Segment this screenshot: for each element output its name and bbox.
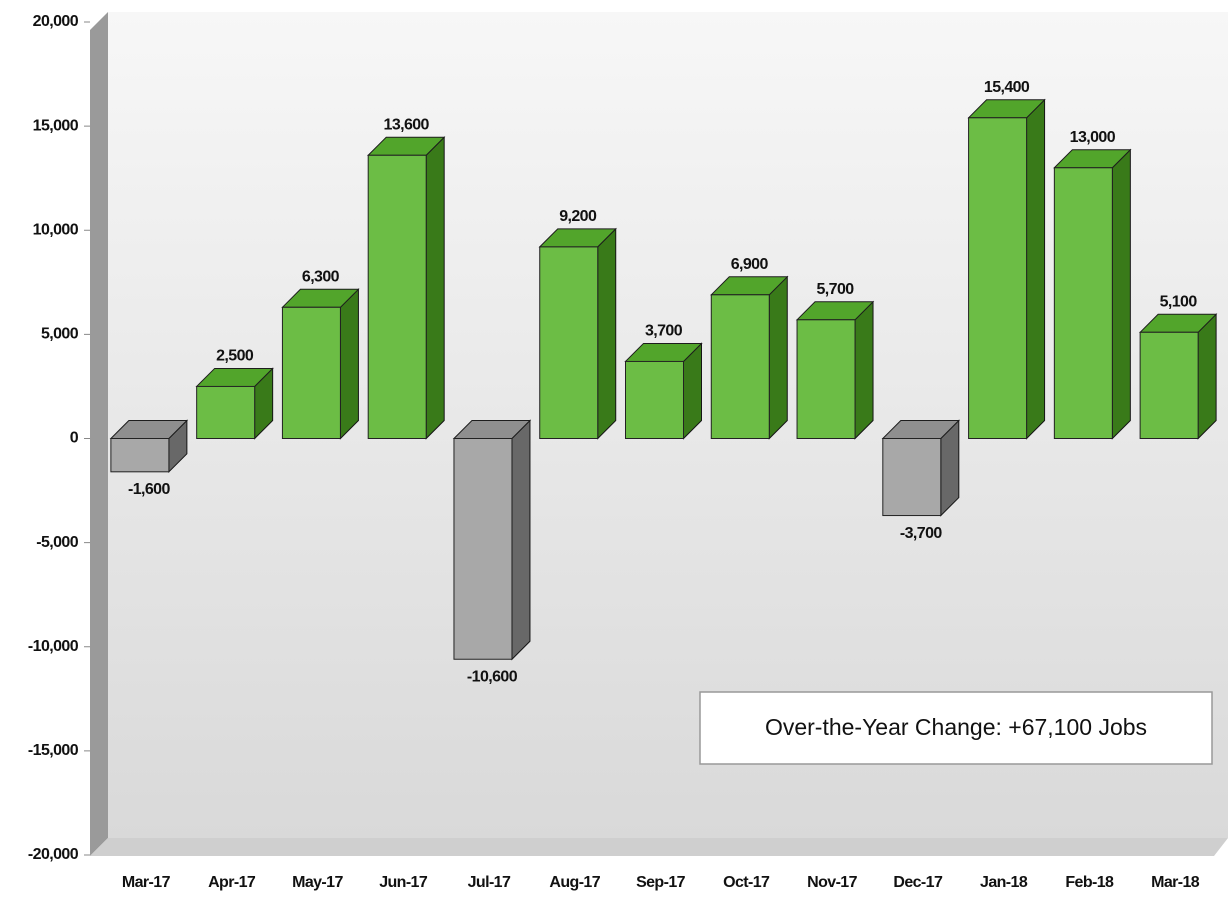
x-tick-label: May-17 (292, 874, 343, 891)
value-label: -1,600 (128, 481, 170, 498)
value-label: 9,200 (559, 208, 597, 225)
bar (110, 438, 170, 473)
value-label: 2,500 (216, 348, 254, 365)
value-label: 5,700 (817, 281, 855, 298)
bar-side (339, 288, 359, 440)
value-label: 5,100 (1160, 294, 1198, 311)
bar-side (1111, 148, 1131, 440)
bar-side (1026, 98, 1046, 440)
bar-side (768, 275, 788, 440)
value-label: 6,300 (302, 269, 340, 286)
x-tick-label: Jun-17 (379, 874, 428, 891)
bar-side (511, 419, 531, 661)
value-label: 15,400 (984, 79, 1030, 96)
x-tick-label: Jan-18 (980, 874, 1028, 891)
y-tick-label: 0 (70, 430, 79, 447)
side-wall (90, 12, 108, 856)
x-tick-label: Dec-17 (893, 874, 943, 891)
x-tick-label: Feb-18 (1065, 874, 1114, 891)
x-tick-label: Aug-17 (549, 874, 600, 891)
x-tick-label: Mar-17 (122, 874, 171, 891)
value-label: -10,600 (467, 668, 518, 685)
bar-side (425, 136, 445, 440)
value-label: 6,900 (731, 256, 769, 273)
y-tick-label: 15,000 (33, 117, 79, 134)
x-tick-label: Nov-17 (807, 874, 857, 891)
y-tick-label: -5,000 (36, 534, 78, 551)
bar (281, 306, 341, 439)
plot-area: -20,000 -15,000 -10,000 -5,000 0 5,000 10,000 1… (28, 13, 1218, 891)
bar (1053, 167, 1113, 439)
x-tick-label: Jul-17 (468, 874, 511, 891)
bar (796, 319, 856, 439)
x-tick-label: Oct-17 (723, 874, 770, 891)
floor (90, 838, 1228, 856)
bar-side (1197, 313, 1217, 440)
bar-side (597, 227, 617, 440)
y-tick-label: -20,000 (28, 846, 79, 863)
bar (625, 360, 684, 440)
value-label: -3,700 (900, 525, 942, 542)
bar (453, 438, 513, 660)
y-tick-label: -10,000 (28, 638, 79, 655)
x-tick-label: Mar-18 (1151, 874, 1200, 891)
y-tick-label: -15,000 (28, 742, 79, 759)
bar-side (854, 300, 874, 440)
value-label: 3,700 (645, 323, 683, 340)
y-tick-label: 20,000 (33, 13, 79, 30)
annotation: Over-the-Year Change: +67,100 Jobs (765, 714, 1147, 740)
bar (539, 246, 599, 439)
annotation-box (699, 691, 1213, 765)
bar (710, 294, 770, 439)
bar (1139, 331, 1199, 440)
x-tick-label: Apr-17 (208, 874, 256, 891)
y-tick-label: 10,000 (33, 221, 79, 238)
x-tick-label: Sep-17 (636, 874, 686, 891)
bar (367, 154, 427, 439)
bar (196, 385, 256, 439)
value-label: 13,600 (384, 116, 430, 133)
value-label: 13,000 (1070, 129, 1116, 146)
bar (968, 117, 1028, 439)
bar (882, 438, 942, 517)
y-tick-label: 5,000 (41, 326, 79, 343)
